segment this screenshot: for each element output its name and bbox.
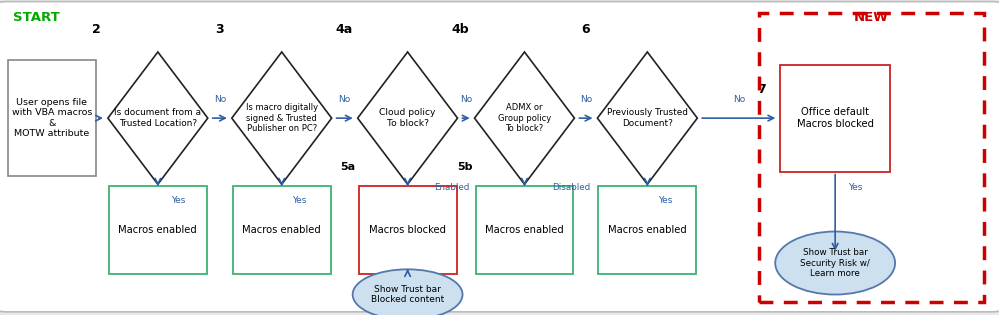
Text: No: No xyxy=(214,95,226,104)
Bar xyxy=(476,186,573,274)
Polygon shape xyxy=(358,52,458,184)
Text: Is macro digitally
signed & Trusted
Publisher on PC?: Is macro digitally signed & Trusted Publ… xyxy=(246,103,318,133)
Text: Yes: Yes xyxy=(171,196,185,204)
Text: Macros blocked: Macros blocked xyxy=(369,225,447,235)
Bar xyxy=(780,65,890,172)
Bar xyxy=(233,186,331,274)
Text: 6: 6 xyxy=(581,23,589,37)
Bar xyxy=(109,186,207,274)
Text: Yes: Yes xyxy=(848,183,862,192)
Text: 3: 3 xyxy=(216,23,224,37)
Bar xyxy=(598,186,696,274)
Text: Show Trust bar
Blocked content: Show Trust bar Blocked content xyxy=(371,285,445,304)
Text: Yes: Yes xyxy=(293,196,307,204)
Text: 5a: 5a xyxy=(341,162,356,172)
Text: Yes: Yes xyxy=(658,196,672,204)
Text: Macros enabled: Macros enabled xyxy=(119,225,197,235)
Text: Show Trust bar
Security Risk w/
Learn more: Show Trust bar Security Risk w/ Learn mo… xyxy=(800,248,870,278)
Polygon shape xyxy=(108,52,208,184)
Text: 2: 2 xyxy=(92,23,100,37)
Text: Enabled: Enabled xyxy=(435,183,470,192)
Text: 5b: 5b xyxy=(457,162,473,172)
Ellipse shape xyxy=(775,232,895,295)
Text: Cloud policy
To block?: Cloud policy To block? xyxy=(380,108,436,128)
Text: Macros enabled: Macros enabled xyxy=(486,225,563,235)
Polygon shape xyxy=(475,52,574,184)
Text: ADMX or
Group policy
To block?: ADMX or Group policy To block? xyxy=(498,103,551,133)
Text: No: No xyxy=(579,95,592,104)
Text: Office default
Macros blocked: Office default Macros blocked xyxy=(796,107,874,129)
Text: 4a: 4a xyxy=(335,23,353,37)
Bar xyxy=(759,13,984,302)
Text: 7: 7 xyxy=(757,83,766,96)
Text: No: No xyxy=(339,95,351,104)
Polygon shape xyxy=(232,52,332,184)
Text: Disabled: Disabled xyxy=(552,183,590,192)
Text: No: No xyxy=(460,95,473,104)
Text: Previously Trusted
Document?: Previously Trusted Document? xyxy=(607,108,687,128)
Text: START: START xyxy=(13,11,60,24)
Text: User opens file
with VBA macros
&
MOTW attribute: User opens file with VBA macros & MOTW a… xyxy=(12,98,92,138)
Text: Macros enabled: Macros enabled xyxy=(608,225,686,235)
Polygon shape xyxy=(597,52,697,184)
Bar xyxy=(8,60,96,176)
Text: NEW: NEW xyxy=(854,11,889,24)
Text: Macros enabled: Macros enabled xyxy=(243,225,321,235)
Text: Is document from a
Trusted Location?: Is document from a Trusted Location? xyxy=(114,108,202,128)
Text: 4b: 4b xyxy=(452,23,470,37)
Bar xyxy=(359,186,457,274)
Ellipse shape xyxy=(353,269,463,315)
Text: No: No xyxy=(732,95,745,104)
